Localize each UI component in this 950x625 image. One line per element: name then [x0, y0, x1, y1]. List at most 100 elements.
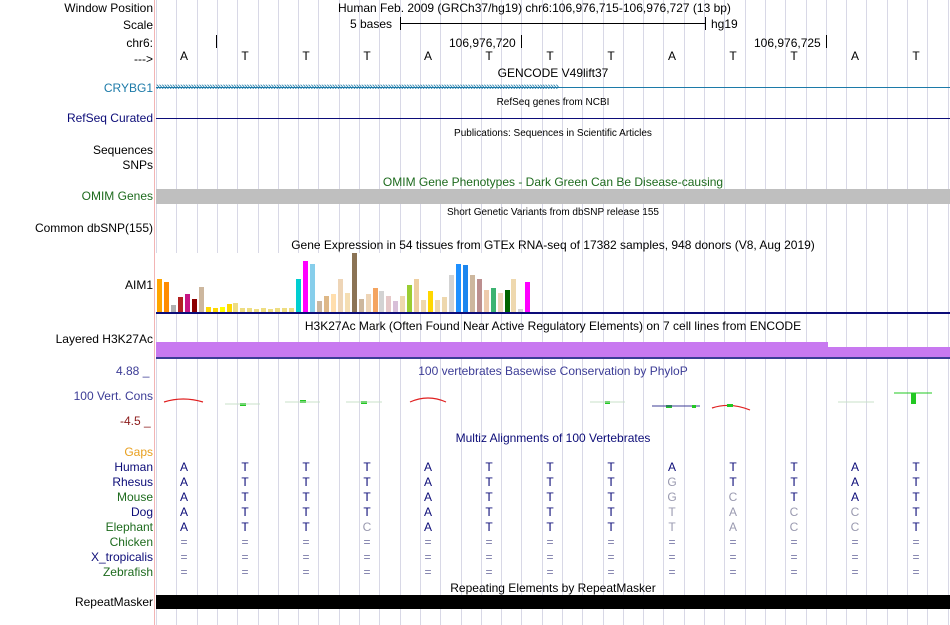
gtex-tissue-bar[interactable] — [268, 309, 274, 312]
gtex-tissue-bar[interactable] — [400, 296, 406, 312]
gtex-tissue-bar[interactable] — [497, 293, 503, 312]
gtex-tissue-bar[interactable] — [212, 308, 218, 312]
gtex-tissue-bar[interactable] — [275, 308, 281, 312]
gtex-tissue-bar[interactable] — [407, 285, 413, 312]
gtex-tissue-bar[interactable] — [462, 265, 468, 312]
gtex-tissue-bar[interactable] — [351, 253, 357, 312]
alignment-base: C — [850, 505, 860, 519]
h3k27ac-label[interactable]: Layered H3K27Ac — [55, 332, 153, 346]
gtex-tissue-bar[interactable] — [254, 309, 260, 312]
gtex-tissue-bar[interactable] — [421, 300, 427, 312]
gtex-tissue-bar[interactable] — [205, 307, 211, 312]
repeatmasker-feature[interactable] — [156, 595, 950, 609]
alignment-base: T — [363, 505, 371, 519]
gtex-tissue-bar[interactable] — [358, 299, 364, 312]
dna-base: T — [729, 49, 737, 63]
gtex-tissue-bar[interactable] — [233, 303, 239, 312]
gtex-tissue-bar[interactable] — [525, 282, 531, 312]
gtex-tissue-bar[interactable] — [191, 299, 197, 312]
snps-label[interactable]: SNPs — [122, 158, 153, 172]
gtex-tissue-bar[interactable] — [170, 305, 176, 312]
gtex-tissue-bar[interactable] — [455, 264, 461, 312]
gtex-tissue-bar[interactable] — [247, 308, 253, 312]
species-label-elephant[interactable]: Elephant — [105, 520, 153, 534]
gtex-tissue-bar[interactable] — [282, 308, 288, 312]
gtex-tissue-bar[interactable] — [504, 290, 510, 312]
gtex-tissue-bar[interactable] — [476, 279, 482, 312]
species-label-x_tropicalis[interactable]: X_tropicalis — [90, 550, 153, 564]
gtex-tissue-bar[interactable] — [441, 297, 447, 312]
alignment-base: = — [851, 550, 859, 564]
gtex-tissue-bar[interactable] — [511, 279, 517, 312]
gtex-tissue-bar[interactable] — [469, 275, 475, 312]
gtex-tissue-bar[interactable] — [219, 307, 225, 312]
gtex-tissue-bar[interactable] — [490, 288, 496, 312]
gtex-tissue-bar[interactable] — [365, 294, 371, 312]
gtex-tissue-bar[interactable] — [330, 294, 336, 312]
alignment-base: = — [180, 550, 188, 564]
refseq-curated-label[interactable]: RefSeq Curated — [66, 111, 153, 125]
gtex-tissue-bar[interactable] — [435, 300, 440, 312]
gencode-track-title: GENCODE V49lift37 — [497, 66, 609, 80]
h3k27ac-signal-left[interactable] — [156, 342, 828, 357]
gtex-tissue-bar[interactable] — [289, 308, 295, 312]
alignment-base: T — [241, 460, 249, 474]
gaps-label[interactable]: Gaps — [124, 445, 153, 459]
gtex-tissue-bar[interactable] — [323, 296, 329, 312]
gtex-tissue-bar[interactable] — [316, 301, 322, 312]
species-label-dog[interactable]: Dog — [130, 505, 153, 519]
gtex-tissue-bar[interactable] — [303, 261, 308, 312]
gtex-tissue-bar[interactable] — [177, 297, 183, 312]
species-label-mouse[interactable]: Mouse — [116, 490, 153, 504]
dna-base: T — [363, 49, 371, 63]
alignment-base: T — [729, 475, 737, 489]
gtex-tissue-bar[interactable] — [337, 279, 343, 312]
h3k27ac-signal-right[interactable] — [828, 347, 950, 357]
sequences-label[interactable]: Sequences — [92, 143, 153, 157]
gtex-tissue-bar[interactable] — [386, 296, 392, 312]
gtex-tissue-bar[interactable] — [372, 288, 378, 312]
gtex-tissue-bar[interactable] — [414, 279, 420, 312]
gtex-tissue-bar[interactable] — [309, 264, 315, 312]
gtex-tissue-bar[interactable] — [184, 294, 190, 312]
gtex-tissue-bar[interactable] — [163, 282, 169, 312]
alignment-base: T — [302, 475, 310, 489]
phylop-track-title: 100 vertebrates Basewise Conservation by… — [418, 364, 688, 378]
alignment-base: T — [790, 460, 798, 474]
ruler-coord-2: 106,976,725 — [754, 36, 821, 50]
gtex-tissue-bar[interactable] — [448, 275, 454, 312]
alignment-base: T — [607, 505, 615, 519]
species-label-chicken[interactable]: Chicken — [109, 535, 153, 549]
gtex-tissue-bar[interactable] — [428, 291, 434, 312]
scale-label: Scale — [122, 18, 153, 32]
gtex-tissue-bar[interactable] — [393, 301, 399, 312]
gtex-tissue-bar[interactable] — [518, 309, 524, 312]
chrom-label[interactable]: chr6: — [126, 36, 153, 50]
species-label-rhesus[interactable]: Rhesus — [112, 475, 153, 489]
gtex-tissue-bar[interactable] — [261, 308, 267, 312]
gtex-tissue-bar[interactable] — [379, 291, 385, 312]
omim-feature-bar[interactable] — [156, 189, 950, 204]
omim-genes-label[interactable]: OMIM Genes — [81, 189, 153, 203]
gtex-tissue-bar[interactable] — [157, 279, 162, 312]
species-label-zebrafish[interactable]: Zebrafish — [102, 565, 153, 579]
alignment-base: = — [668, 535, 676, 549]
alignment-base: = — [180, 565, 188, 579]
species-label-human[interactable]: Human — [114, 460, 153, 474]
alignment-base: A — [850, 475, 859, 489]
refseq-gene-line[interactable] — [156, 118, 950, 119]
gene-label-crybg1[interactable]: CRYBG1 — [103, 81, 153, 95]
gtex-tissue-bar[interactable] — [344, 293, 350, 312]
gtex-tissue-bar[interactable] — [198, 287, 204, 312]
gtex-tissue-bar[interactable] — [296, 279, 301, 312]
dbsnp-label[interactable]: Common dbSNP(155) — [34, 221, 153, 235]
phylop-label[interactable]: 100 Vert. Cons — [73, 389, 153, 403]
gtex-gene-label[interactable]: AIM1 — [124, 278, 153, 292]
gtex-tissue-bar[interactable] — [226, 304, 232, 312]
gtex-tissue-bar[interactable] — [483, 290, 489, 312]
gtex-tissue-bar[interactable] — [240, 308, 246, 312]
alignment-base: = — [302, 565, 310, 579]
repeatmasker-label[interactable]: RepeatMasker — [74, 595, 153, 609]
